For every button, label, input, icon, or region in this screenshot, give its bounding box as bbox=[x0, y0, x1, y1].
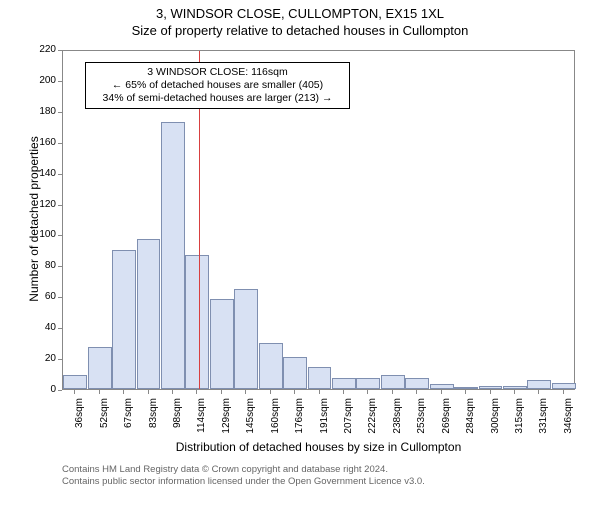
y-tick-label: 60 bbox=[45, 291, 56, 302]
x-tick-label: 98sqm bbox=[172, 398, 183, 438]
histogram-bar bbox=[479, 386, 503, 389]
y-tick-label: 80 bbox=[45, 260, 56, 271]
x-tick-mark bbox=[294, 390, 295, 394]
x-tick-mark bbox=[563, 390, 564, 394]
y-tick-mark bbox=[58, 81, 62, 82]
y-tick-label: 0 bbox=[50, 384, 56, 395]
histogram-bar bbox=[210, 299, 234, 389]
y-tick-mark bbox=[58, 390, 62, 391]
annotation-line: 34% of semi-detached houses are larger (… bbox=[92, 92, 343, 105]
x-tick-label: 269sqm bbox=[441, 398, 452, 438]
x-tick-mark bbox=[99, 390, 100, 394]
x-tick-mark bbox=[465, 390, 466, 394]
x-tick-label: 114sqm bbox=[196, 398, 207, 438]
x-tick-mark bbox=[416, 390, 417, 394]
histogram-bar bbox=[88, 347, 112, 389]
footer-line: Contains public sector information licen… bbox=[62, 476, 425, 488]
y-tick-label: 180 bbox=[39, 106, 56, 117]
chart-container: 3, WINDSOR CLOSE, CULLOMPTON, EX15 1XL S… bbox=[0, 6, 600, 506]
x-tick-label: 346sqm bbox=[563, 398, 574, 438]
histogram-bar bbox=[234, 289, 258, 389]
y-tick-mark bbox=[58, 205, 62, 206]
y-tick-label: 160 bbox=[39, 137, 56, 148]
y-tick-label: 40 bbox=[45, 322, 56, 333]
x-tick-mark bbox=[221, 390, 222, 394]
footer-line: Contains HM Land Registry data © Crown c… bbox=[62, 464, 425, 476]
histogram-bar bbox=[405, 378, 429, 389]
y-tick-mark bbox=[58, 174, 62, 175]
x-tick-label: 253sqm bbox=[416, 398, 427, 438]
histogram-bar bbox=[112, 250, 136, 389]
histogram-bar bbox=[308, 367, 332, 389]
y-tick-label: 220 bbox=[39, 44, 56, 55]
x-tick-mark bbox=[490, 390, 491, 394]
histogram-bar bbox=[137, 239, 161, 389]
x-tick-label: 160sqm bbox=[270, 398, 281, 438]
histogram-bar bbox=[454, 387, 478, 389]
x-tick-mark bbox=[319, 390, 320, 394]
x-tick-label: 191sqm bbox=[319, 398, 330, 438]
x-tick-mark bbox=[148, 390, 149, 394]
histogram-bar bbox=[332, 378, 356, 389]
x-tick-mark bbox=[441, 390, 442, 394]
x-tick-label: 238sqm bbox=[392, 398, 403, 438]
x-tick-mark bbox=[538, 390, 539, 394]
x-tick-label: 331sqm bbox=[538, 398, 549, 438]
histogram-bar bbox=[63, 375, 87, 389]
footer-attribution: Contains HM Land Registry data © Crown c… bbox=[62, 464, 425, 489]
x-tick-label: 67sqm bbox=[123, 398, 134, 438]
x-tick-label: 129sqm bbox=[221, 398, 232, 438]
title-main: 3, WINDSOR CLOSE, CULLOMPTON, EX15 1XL bbox=[0, 6, 600, 21]
x-tick-mark bbox=[123, 390, 124, 394]
histogram-bar bbox=[381, 375, 405, 389]
histogram-bar bbox=[161, 122, 185, 389]
y-axis-label: Number of detached properties bbox=[27, 119, 41, 319]
y-tick-mark bbox=[58, 235, 62, 236]
x-tick-mark bbox=[270, 390, 271, 394]
x-tick-label: 83sqm bbox=[148, 398, 159, 438]
y-tick-label: 120 bbox=[39, 199, 56, 210]
annotation-line: 3 WINDSOR CLOSE: 116sqm bbox=[92, 66, 343, 79]
y-tick-label: 100 bbox=[39, 229, 56, 240]
y-tick-mark bbox=[58, 50, 62, 51]
x-tick-mark bbox=[245, 390, 246, 394]
title-sub: Size of property relative to detached ho… bbox=[0, 23, 600, 38]
histogram-bar bbox=[430, 384, 454, 389]
y-tick-mark bbox=[58, 143, 62, 144]
y-tick-mark bbox=[58, 266, 62, 267]
x-tick-label: 284sqm bbox=[465, 398, 476, 438]
y-tick-mark bbox=[58, 112, 62, 113]
x-tick-label: 207sqm bbox=[343, 398, 354, 438]
x-tick-mark bbox=[392, 390, 393, 394]
histogram-bar bbox=[527, 380, 551, 389]
x-axis-label: Distribution of detached houses by size … bbox=[62, 440, 575, 454]
annotation-line: ← 65% of detached houses are smaller (40… bbox=[92, 79, 343, 92]
x-tick-mark bbox=[74, 390, 75, 394]
x-tick-label: 300sqm bbox=[490, 398, 501, 438]
x-tick-label: 176sqm bbox=[294, 398, 305, 438]
x-tick-label: 52sqm bbox=[99, 398, 110, 438]
y-tick-label: 200 bbox=[39, 75, 56, 86]
histogram-bar bbox=[356, 378, 380, 389]
y-tick-mark bbox=[58, 359, 62, 360]
histogram-bar bbox=[283, 357, 307, 389]
x-tick-label: 145sqm bbox=[245, 398, 256, 438]
y-tick-label: 20 bbox=[45, 353, 56, 364]
x-tick-label: 222sqm bbox=[367, 398, 378, 438]
histogram-bar bbox=[185, 255, 209, 389]
x-tick-mark bbox=[343, 390, 344, 394]
x-tick-mark bbox=[514, 390, 515, 394]
y-tick-mark bbox=[58, 297, 62, 298]
x-tick-label: 36sqm bbox=[74, 398, 85, 438]
x-tick-mark bbox=[367, 390, 368, 394]
histogram-bar bbox=[552, 383, 576, 389]
histogram-bar bbox=[503, 386, 527, 389]
y-tick-label: 140 bbox=[39, 168, 56, 179]
annotation-box: 3 WINDSOR CLOSE: 116sqm ← 65% of detache… bbox=[85, 62, 350, 109]
x-tick-mark bbox=[196, 390, 197, 394]
y-tick-mark bbox=[58, 328, 62, 329]
x-tick-label: 315sqm bbox=[514, 398, 525, 438]
x-tick-mark bbox=[172, 390, 173, 394]
histogram-bar bbox=[259, 343, 283, 389]
